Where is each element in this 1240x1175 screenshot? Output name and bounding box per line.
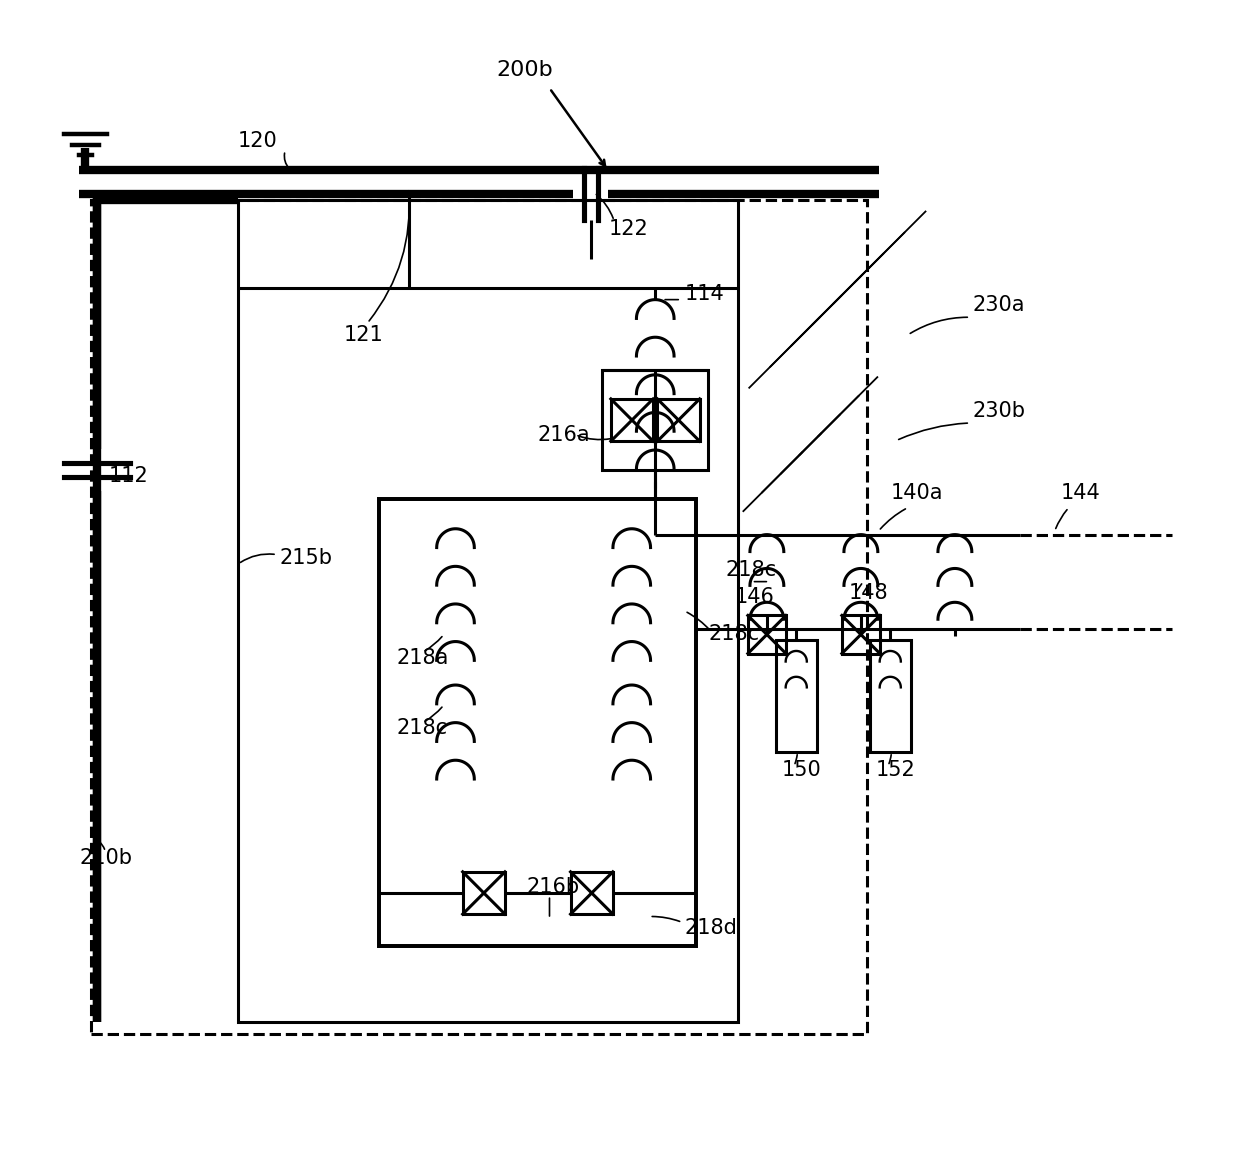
Text: 218c: 218c xyxy=(708,624,759,644)
Text: 218c: 218c xyxy=(397,718,448,738)
Text: 218a: 218a xyxy=(397,647,449,667)
Bar xyxy=(603,370,708,470)
Text: 218d: 218d xyxy=(684,918,738,938)
Bar xyxy=(748,616,786,653)
Text: 120: 120 xyxy=(238,130,278,150)
Text: 122: 122 xyxy=(609,219,649,239)
Text: 144: 144 xyxy=(1060,483,1100,503)
Text: 218c: 218c xyxy=(725,559,777,579)
Text: 150: 150 xyxy=(782,759,822,779)
Text: 152: 152 xyxy=(877,759,916,779)
Text: 146: 146 xyxy=(735,586,775,606)
Text: 210b: 210b xyxy=(79,847,133,867)
Text: 112: 112 xyxy=(109,465,149,485)
Bar xyxy=(657,400,699,442)
Bar xyxy=(92,200,867,1034)
Bar xyxy=(463,872,505,914)
Bar xyxy=(238,200,738,1022)
Text: 230b: 230b xyxy=(972,401,1025,421)
Text: 140a: 140a xyxy=(890,483,942,503)
Text: 216a: 216a xyxy=(538,424,590,444)
Bar xyxy=(379,499,697,946)
Text: 216b: 216b xyxy=(526,877,579,897)
Bar xyxy=(776,640,817,752)
Text: 121: 121 xyxy=(343,324,383,344)
Text: 215b: 215b xyxy=(279,548,332,568)
Text: 200b: 200b xyxy=(497,60,553,80)
Bar xyxy=(570,872,613,914)
Bar xyxy=(842,616,880,653)
Bar xyxy=(869,640,911,752)
Text: 148: 148 xyxy=(849,583,889,603)
Text: 230a: 230a xyxy=(972,295,1025,315)
Text: 114: 114 xyxy=(684,283,724,303)
Bar xyxy=(611,400,653,442)
